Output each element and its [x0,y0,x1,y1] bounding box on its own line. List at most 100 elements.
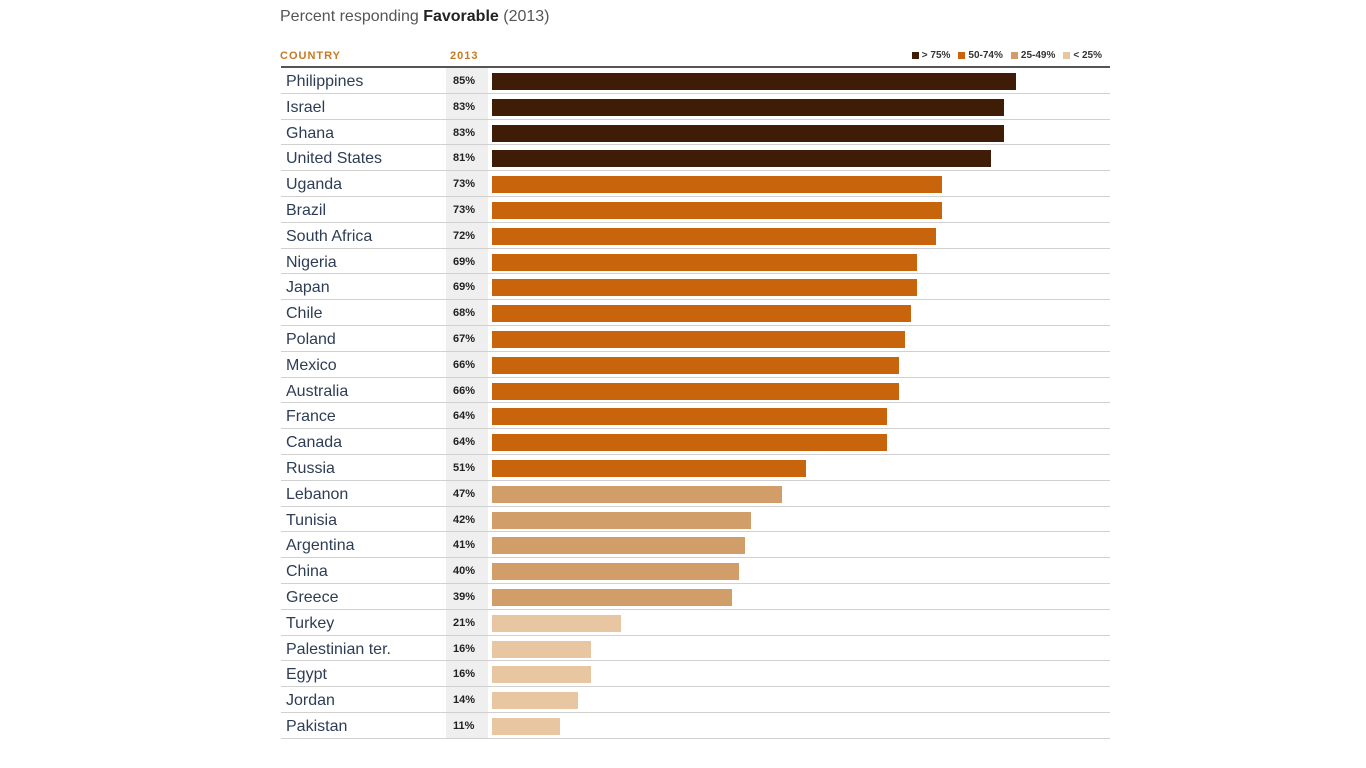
bar [492,124,1004,142]
bar [492,511,751,529]
country-label: Nigeria [286,253,337,271]
bar [492,305,912,323]
value-cell-background [446,429,488,454]
bar-row: Australia 66% [281,377,1110,404]
country-label: Chile [286,305,323,323]
country-label: Russia [286,459,335,477]
value-label: 11% [453,719,475,732]
value-label: 69% [453,255,476,268]
value-label: 42% [453,513,476,526]
country-label: Palestinian ter. [286,640,391,658]
bar-row: Jordan 14% [281,687,1110,713]
value-cell-background [446,274,488,300]
bar [492,279,918,297]
legend-label: < 25% [1073,50,1102,61]
value-label: 16% [453,642,476,655]
value-cell-background [446,403,488,429]
country-label: Australia [286,382,349,400]
value-cell-background [446,609,488,635]
legend: > 75% 50-74% 25-49% < 25% [911,50,1102,61]
value-cell-background [446,558,488,583]
bar-row: Chile 68% [281,300,1110,326]
value-label: 72% [453,229,476,242]
bar [492,98,1004,116]
country-label: Tunisia [286,511,337,529]
value-label: 14% [453,694,476,707]
bar-row: Argentina 41% [281,532,1110,559]
bar-row: Tunisia 42% [281,506,1110,533]
country-label: Brazil [286,201,327,219]
bar [492,640,591,658]
country-label: France [286,408,336,426]
country-label: Mexico [286,356,337,374]
bar-row: Uganda 73% [281,171,1110,197]
value-cell-background [446,377,488,403]
bar [492,408,887,426]
bar [492,201,943,219]
country-label: Israel [286,98,326,116]
bar [492,253,918,271]
bar [492,176,943,194]
value-cell-background [446,93,488,119]
country-label: Lebanon [286,485,349,503]
value-label: 41% [453,539,476,552]
bar [492,692,579,710]
title-suffix: (2013) [498,8,550,25]
bar-row: Poland 67% [281,325,1110,352]
bar-rows: Philippines 85% Israel 83% Ghana 83% United St… [281,68,1110,739]
value-cell-background [446,583,488,609]
country-label: Turkey [286,614,335,632]
country-label: Ghana [286,124,335,142]
value-label: 81% [453,152,476,165]
value-label: 83% [453,126,476,139]
country-label: Greece [286,588,339,606]
chart-title: Percent responding Favorable (2013) [280,8,550,26]
value-label: 73% [453,203,476,216]
bar [492,537,745,555]
value-cell-background [446,661,488,687]
country-label: China [286,563,328,581]
value-cell-background [446,248,488,274]
country-label: Japan [286,279,330,297]
bar-row: Lebanon 47% [281,480,1110,507]
legend-label: 25-49% [1020,50,1056,61]
legend-label: > 75% [921,50,951,61]
bar-row: United States 81% [281,145,1110,172]
bar [492,666,591,684]
bar [492,73,1017,90]
bar-row: Greece 39% [281,583,1110,610]
value-label: 21% [453,616,476,629]
value-label: 69% [453,281,476,294]
country-label: Egypt [286,666,327,684]
value-cell-background [446,480,488,506]
country-label: Uganda [286,176,343,194]
legend-label: 50-74% [968,50,1003,61]
country-label: Pakistan [286,717,348,735]
country-label: Canada [286,434,343,452]
bar [492,614,622,632]
value-label: 83% [453,100,476,113]
bar-row: France 64% [281,403,1110,430]
value-label: 40% [453,565,476,578]
bar [492,717,560,735]
value-cell-background [446,506,488,532]
value-cell-background [446,325,488,351]
value-cell-background [446,635,488,661]
bar [492,485,782,503]
bar [492,227,936,245]
bar-row: Turkey 21% [281,609,1110,636]
bar-row: Russia 51% [281,454,1110,481]
value-cell-background [446,454,488,480]
bar-row: Israel 83% [281,93,1110,120]
value-label: 66% [453,384,476,397]
value-label: 85% [453,75,476,87]
bar-row: Japan 69% [281,274,1110,301]
country-label: South Africa [286,227,373,245]
value-cell-background [446,712,488,738]
value-cell-background [446,119,488,145]
header-divider [281,66,1110,68]
country-label: Poland [286,330,336,348]
title-prefix: Percent responding [280,8,424,25]
bar [492,150,992,168]
